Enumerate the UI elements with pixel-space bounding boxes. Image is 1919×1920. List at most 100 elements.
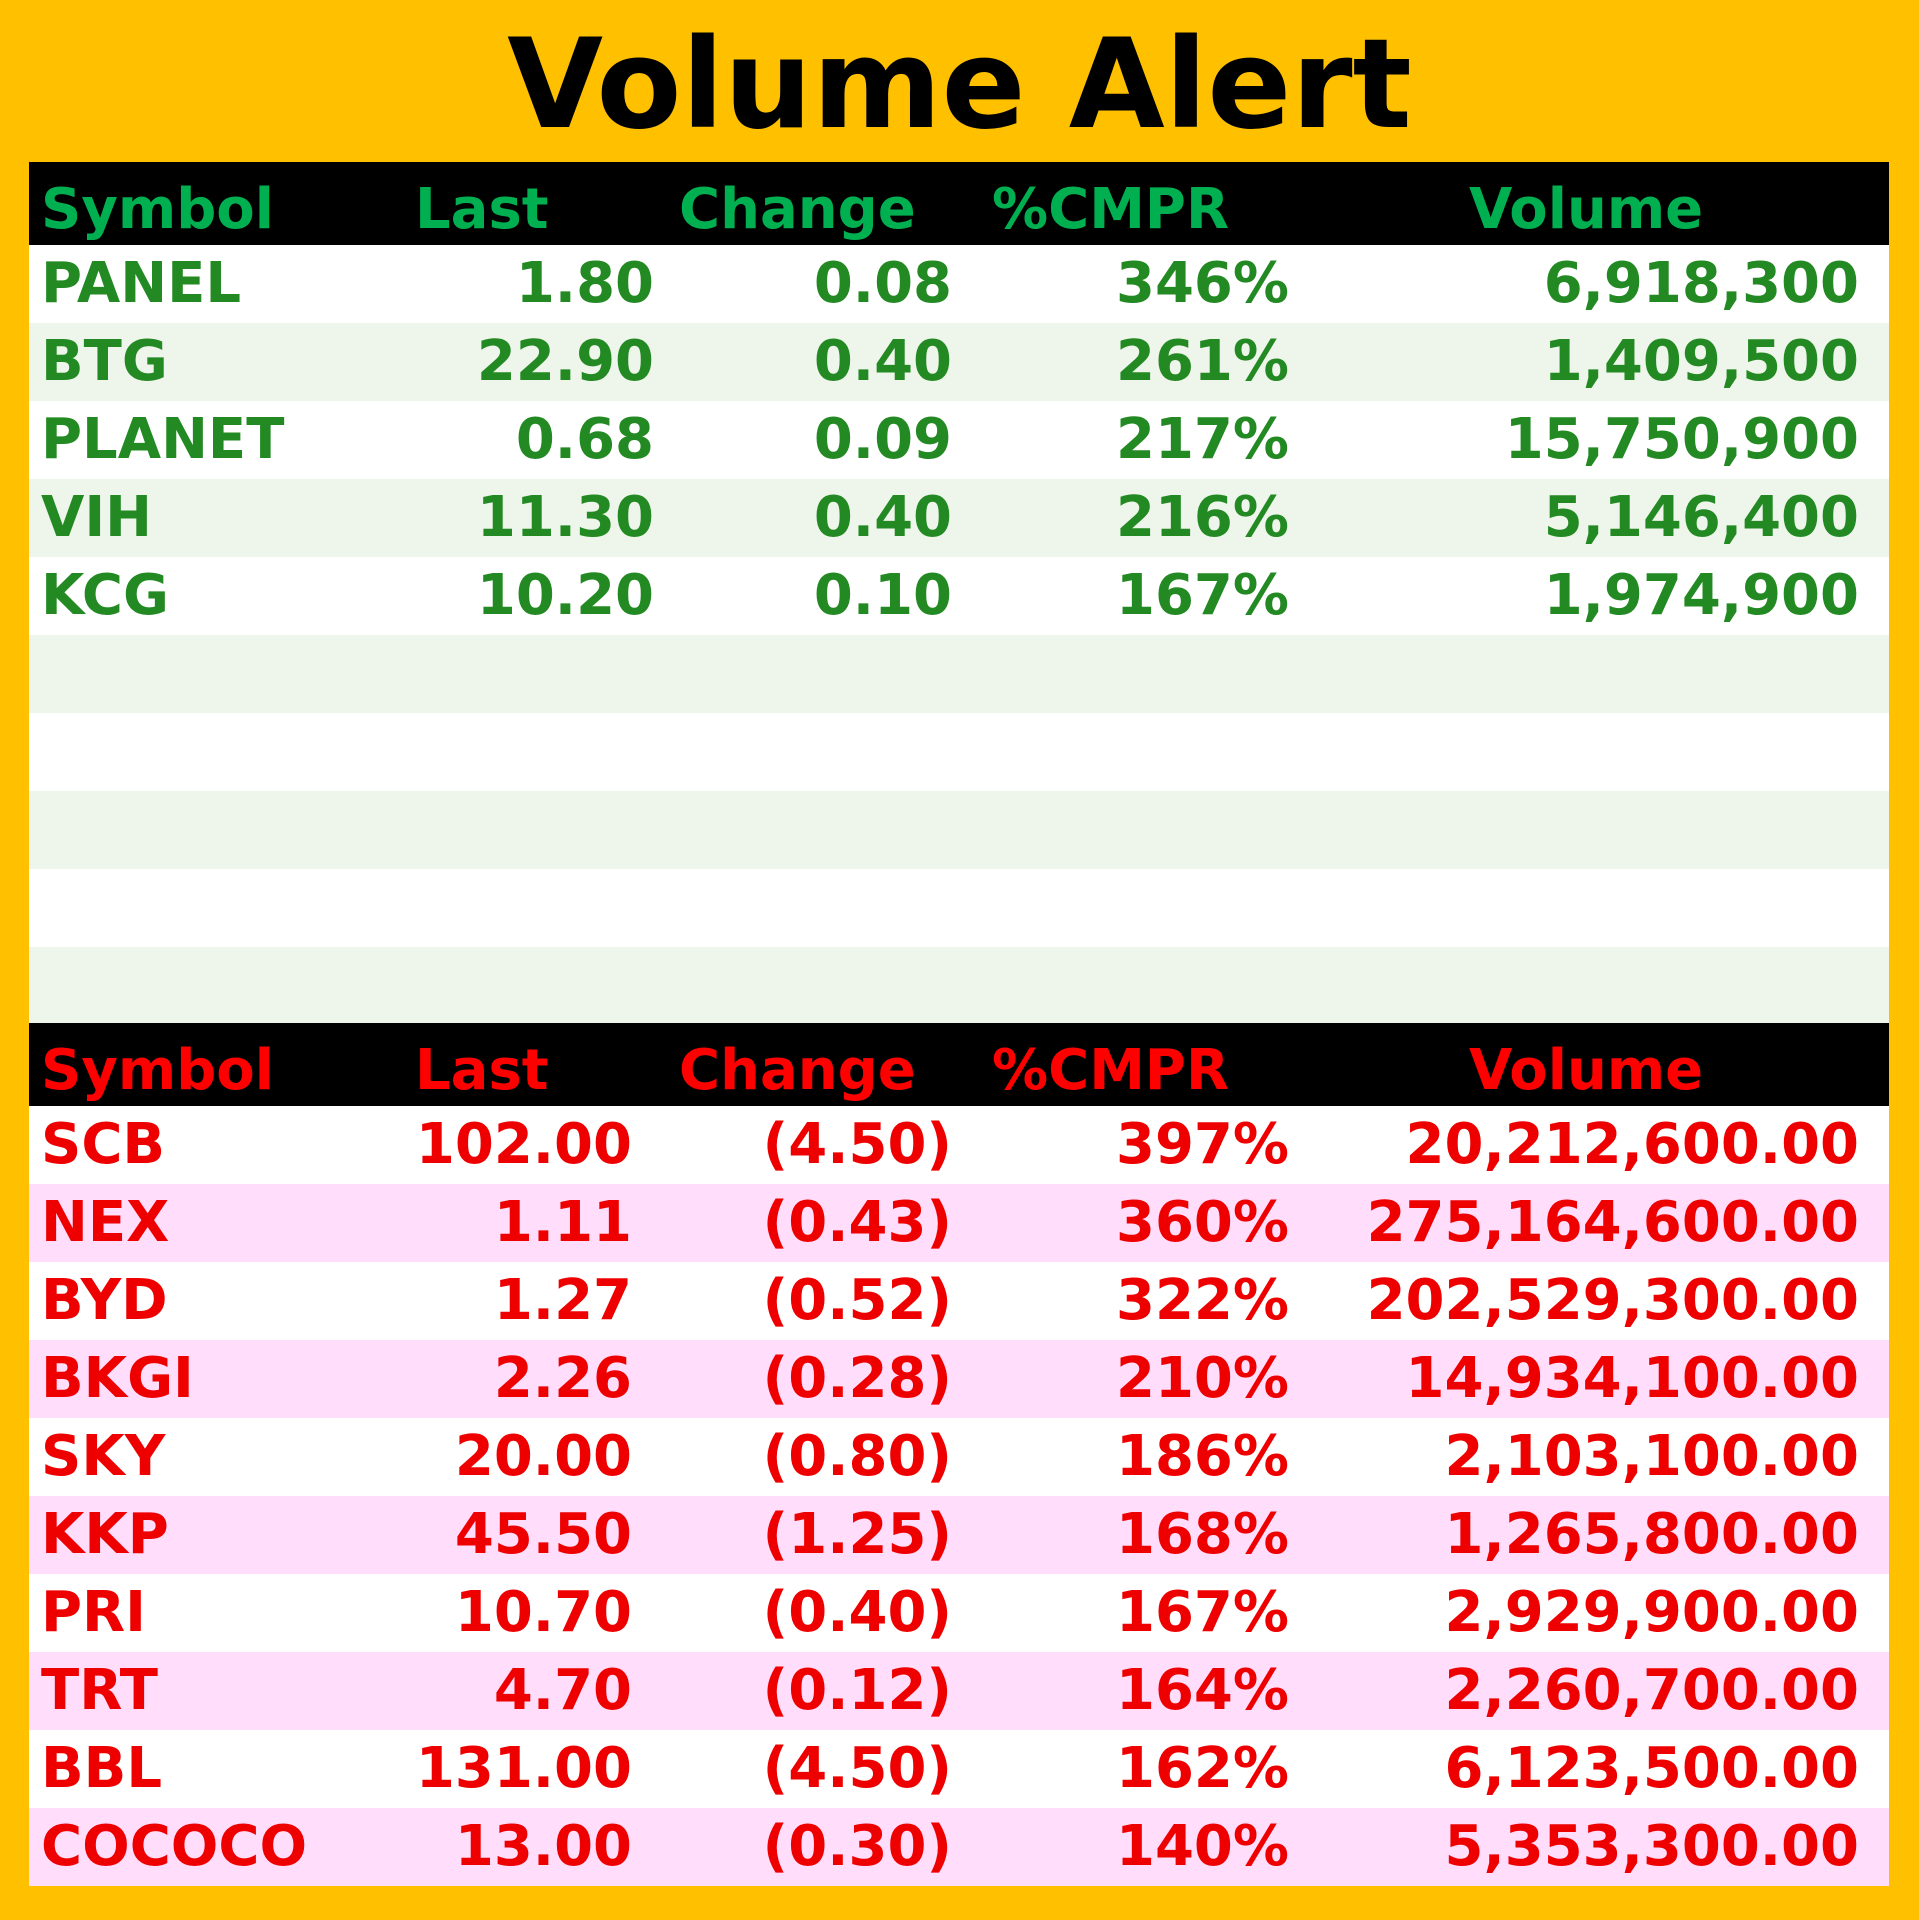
volume-cell: 1,265,800.00 — [1444, 1502, 1859, 1567]
last-cell: 131.00 — [415, 1736, 632, 1801]
change-cell: 0.10 — [813, 563, 952, 628]
cmpr-cell: 167% — [1115, 1580, 1289, 1645]
empty-row — [29, 947, 1889, 1025]
change-cell: (0.30) — [762, 1814, 952, 1879]
header-symbol: Symbol — [41, 1038, 274, 1103]
table-row: PRI 10.70 (0.40) 167% 2,929,900.00 — [29, 1574, 1889, 1652]
table-row: COCOCO 13.00 (0.30) 140% 5,353,300.00 — [29, 1808, 1889, 1886]
change-cell: (0.28) — [762, 1346, 952, 1411]
cmpr-cell: 164% — [1115, 1658, 1289, 1723]
header-cmpr: %CMPR — [992, 1038, 1230, 1103]
header-last: Last — [415, 177, 549, 242]
empty-row — [29, 635, 1889, 713]
table-row: BKGI 2.26 (0.28) 210% 14,934,100.00 — [29, 1340, 1889, 1418]
table-row: VIH 11.30 0.40 216% 5,146,400 — [29, 479, 1889, 557]
header-change: Change — [679, 1038, 916, 1103]
last-cell: 10.70 — [454, 1580, 632, 1645]
symbol-cell: PANEL — [41, 251, 242, 316]
header-symbol: Symbol — [41, 177, 274, 242]
symbol-cell: SKY — [41, 1424, 166, 1489]
table-row: NEX 1.11 (0.43) 360% 275,164,600.00 — [29, 1184, 1889, 1262]
table-row: PLANET 0.68 0.09 217% 15,750,900 — [29, 401, 1889, 479]
table-row: BYD 1.27 (0.52) 322% 202,529,300.00 — [29, 1262, 1889, 1340]
last-cell: 102.00 — [415, 1112, 632, 1177]
volume-cell: 1,974,900 — [1543, 563, 1859, 628]
cmpr-cell: 397% — [1115, 1112, 1289, 1177]
symbol-cell: SCB — [41, 1112, 166, 1177]
empty-row — [29, 791, 1889, 869]
volume-cell: 275,164,600.00 — [1366, 1190, 1859, 1255]
symbol-cell: TRT — [41, 1658, 159, 1723]
last-cell: 20.00 — [454, 1424, 632, 1489]
last-cell: 1.27 — [493, 1268, 632, 1333]
symbol-cell: COCOCO — [41, 1814, 308, 1879]
last-cell: 13.00 — [454, 1814, 632, 1879]
cmpr-cell: 217% — [1115, 407, 1289, 472]
table-row: KKP 45.50 (1.25) 168% 1,265,800.00 — [29, 1496, 1889, 1574]
last-cell: 11.30 — [476, 485, 654, 550]
symbol-cell: BBL — [41, 1736, 163, 1801]
header-last: Last — [415, 1038, 549, 1103]
symbol-cell: KKP — [41, 1502, 169, 1567]
cmpr-cell: 360% — [1115, 1190, 1289, 1255]
cmpr-cell: 261% — [1115, 329, 1289, 394]
symbol-cell: NEX — [41, 1190, 170, 1255]
table-row: SKY 20.00 (0.80) 186% 2,103,100.00 — [29, 1418, 1889, 1496]
symbol-cell: BTG — [41, 329, 168, 394]
header-cmpr: %CMPR — [992, 177, 1230, 242]
change-cell: (0.43) — [762, 1190, 952, 1255]
cmpr-cell: 167% — [1115, 563, 1289, 628]
symbol-cell: BYD — [41, 1268, 168, 1333]
symbol-cell: KCG — [41, 563, 169, 628]
last-cell: 2.26 — [493, 1346, 632, 1411]
empty-row — [29, 869, 1889, 947]
change-cell: (4.50) — [762, 1736, 952, 1801]
change-cell: (1.25) — [762, 1502, 952, 1567]
table-row: SCB 102.00 (4.50) 397% 20,212,600.00 — [29, 1106, 1889, 1184]
symbol-cell: VIH — [41, 485, 153, 550]
volume-cell: 202,529,300.00 — [1366, 1268, 1859, 1333]
volume-cell: 5,353,300.00 — [1444, 1814, 1859, 1879]
volume-cell: 2,103,100.00 — [1444, 1424, 1859, 1489]
last-cell: 1.11 — [493, 1190, 632, 1255]
volume-cell: 2,260,700.00 — [1444, 1658, 1859, 1723]
table-row: BBL 131.00 (4.50) 162% 6,123,500.00 — [29, 1730, 1889, 1808]
cmpr-cell: 186% — [1115, 1424, 1289, 1489]
volume-cell: 6,123,500.00 — [1444, 1736, 1859, 1801]
change-cell: 0.08 — [813, 251, 952, 316]
change-cell: (0.52) — [762, 1268, 952, 1333]
change-cell: 0.40 — [813, 329, 952, 394]
volume-cell: 1,409,500 — [1543, 329, 1859, 394]
volume-cell: 6,918,300 — [1543, 251, 1859, 316]
table-row: KCG 10.20 0.10 167% 1,974,900 — [29, 557, 1889, 635]
symbol-cell: PRI — [41, 1580, 146, 1645]
losers-table: Symbol Last Change %CMPR Volume SCB 102.0… — [29, 1023, 1889, 1886]
cmpr-cell: 216% — [1115, 485, 1289, 550]
header-volume: Volume — [1469, 177, 1704, 242]
losers-header-row: Symbol Last Change %CMPR Volume — [29, 1023, 1889, 1106]
gainers-header-row: Symbol Last Change %CMPR Volume — [29, 162, 1889, 245]
empty-row — [29, 713, 1889, 791]
last-cell: 22.90 — [476, 329, 654, 394]
losers-rows: SCB 102.00 (4.50) 397% 20,212,600.00 NEX 1.11 (… — [29, 1106, 1889, 1886]
cmpr-cell: 210% — [1115, 1346, 1289, 1411]
table-row: TRT 4.70 (0.12) 164% 2,260,700.00 — [29, 1652, 1889, 1730]
header-volume: Volume — [1469, 1038, 1704, 1103]
cmpr-cell: 322% — [1115, 1268, 1289, 1333]
last-cell: 45.50 — [454, 1502, 632, 1567]
gainers-rows: PANEL 1.80 0.08 346% 6,918,300 BTG 22.90 0.40 26… — [29, 245, 1889, 1025]
last-cell: 1.80 — [515, 251, 654, 316]
last-cell: 0.68 — [515, 407, 654, 472]
header-change: Change — [679, 177, 916, 242]
volume-cell: 5,146,400 — [1543, 485, 1859, 550]
cmpr-cell: 140% — [1115, 1814, 1289, 1879]
page-title: Volume Alert — [507, 13, 1412, 157]
cmpr-cell: 168% — [1115, 1502, 1289, 1567]
volume-cell: 14,934,100.00 — [1405, 1346, 1859, 1411]
change-cell: (0.12) — [762, 1658, 952, 1723]
change-cell: (0.40) — [762, 1580, 952, 1645]
cmpr-cell: 162% — [1115, 1736, 1289, 1801]
last-cell: 4.70 — [493, 1658, 632, 1723]
volume-cell: 20,212,600.00 — [1405, 1112, 1859, 1177]
